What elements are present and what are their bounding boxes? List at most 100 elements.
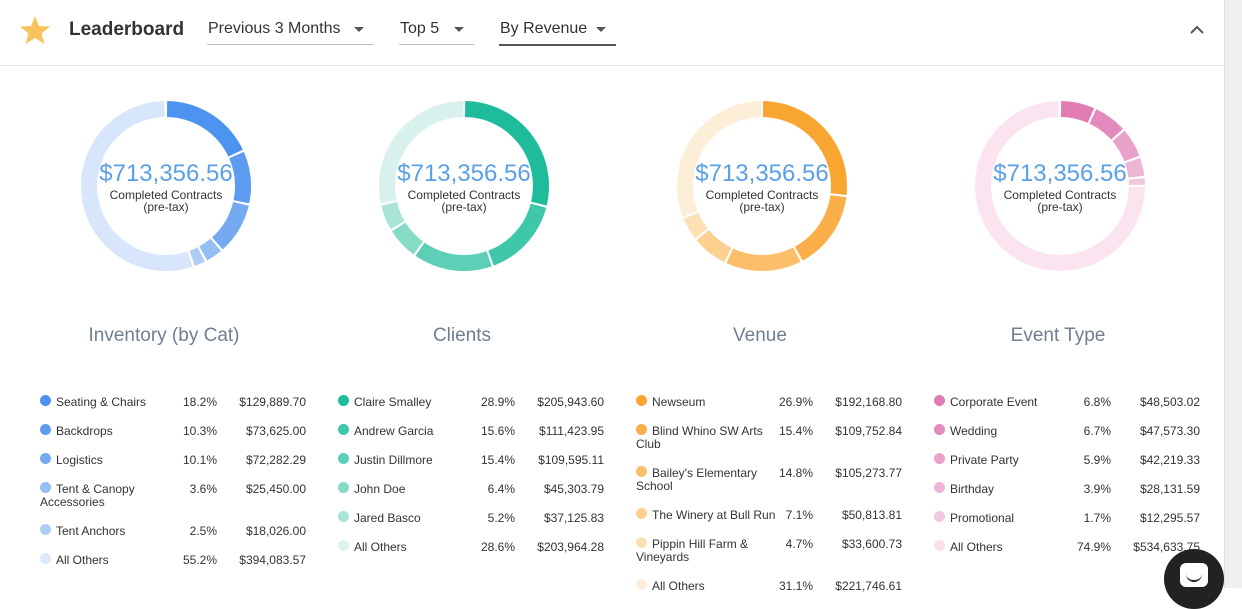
legend-percent: 26.9% — [778, 395, 813, 409]
legend-row[interactable]: Promotional 1.7% $12,295.57 — [934, 511, 1206, 527]
donut-center-label: Completed Contracts (pre-tax) — [974, 189, 1146, 213]
donut-center-label: Completed Contracts (pre-tax) — [676, 189, 848, 213]
legend-percent: 15.4% — [480, 453, 515, 467]
legend-row[interactable]: The Winery at Bull Run 7.1% $50,813.81 — [636, 508, 908, 524]
legend-color-dot — [636, 466, 647, 477]
legend-name: Blind Whino SW Arts Club — [636, 424, 763, 451]
donut-slice[interactable] — [199, 238, 221, 261]
legend-percent: 28.9% — [480, 395, 515, 409]
window-scrollbar[interactable] — [1224, 0, 1242, 588]
legend-percent: 14.8% — [778, 466, 813, 480]
donut-slice[interactable] — [464, 101, 549, 206]
donut-center-label: Completed Contracts (pre-tax) — [80, 189, 252, 213]
legend-row[interactable]: Tent & Canopy Accessories 3.6% $25,450.00 — [40, 482, 312, 510]
sort-by-dropdown[interactable]: By Revenue — [499, 18, 616, 46]
legend-row[interactable]: Jared Basco 5.2% $37,125.83 — [338, 511, 610, 527]
legend-color-dot — [934, 482, 945, 493]
legend-percent: 18.2% — [182, 395, 217, 409]
donut-slice[interactable] — [762, 101, 847, 195]
donut-slice[interactable] — [1128, 178, 1145, 186]
legend-name: Andrew Garcia — [354, 424, 434, 438]
legend-row[interactable]: Tent Anchors 2.5% $18,026.00 — [40, 524, 312, 540]
donut-center-label-line: Completed Contracts — [1003, 188, 1117, 202]
legend-row[interactable]: Bailey's Elementary School 14.8% $105,273.… — [636, 466, 908, 494]
legend-row[interactable]: Corporate Event 6.8% $48,503.02 — [934, 395, 1206, 411]
donut-slice[interactable] — [81, 101, 193, 271]
legend-name: Newseum — [652, 395, 706, 409]
donut-center-value: $713,356.56 — [99, 160, 233, 187]
legend-amount: $48,503.02 — [1139, 395, 1200, 409]
legend-color-dot — [40, 553, 51, 564]
top-count-dropdown[interactable]: Top 5 — [399, 18, 474, 45]
legend-row[interactable]: All Others 55.2% $394,083.57 — [40, 553, 312, 569]
legend-row[interactable]: Birthday 3.9% $28,131.59 — [934, 482, 1206, 498]
legend-amount: $192,168.80 — [835, 395, 902, 409]
donut-slice[interactable] — [379, 101, 464, 204]
legend-row[interactable]: Backdrops 10.3% $73,625.00 — [40, 424, 312, 440]
legend-row[interactable]: Justin Dillmore 15.4% $109,595.11 — [338, 453, 610, 469]
donut-slice[interactable] — [212, 201, 249, 250]
legend-amount: $105,273.77 — [835, 466, 902, 480]
donut-slice[interactable] — [683, 212, 708, 239]
chevron-down-icon — [596, 27, 606, 32]
legend-color-dot — [338, 511, 349, 522]
legend-color-dot — [934, 511, 945, 522]
legend-row[interactable]: Wedding 6.7% $47,573.30 — [934, 424, 1206, 440]
legend-percent: 6.8% — [1083, 395, 1111, 409]
donut-slice[interactable] — [415, 242, 492, 271]
legend-row[interactable]: All Others 28.6% $203,964.28 — [338, 540, 610, 556]
column-title: Event Type — [1010, 325, 1106, 346]
donut-slice[interactable] — [1089, 109, 1123, 140]
legend-name: Pippin Hill Farm & Vineyards — [636, 537, 749, 564]
legend-row[interactable]: Newseum 26.9% $192,168.80 — [636, 395, 908, 411]
donut-slice[interactable] — [696, 230, 732, 263]
legend-row[interactable]: Private Party 5.9% $42,219.33 — [934, 453, 1206, 469]
legend-color-dot — [636, 424, 647, 435]
legend-row[interactable]: Claire Smalley 28.9% $205,943.60 — [338, 395, 610, 411]
legend-amount: $37,125.83 — [543, 511, 604, 525]
legend-row[interactable]: Seating & Chairs 18.2% $129,889.70 — [40, 395, 312, 411]
donut-slice[interactable] — [488, 203, 547, 266]
legend-row[interactable]: Logistics 10.1% $72,282.29 — [40, 453, 312, 469]
sort-by-dropdown-label: By Revenue — [500, 20, 588, 37]
donut-slice[interactable] — [1112, 130, 1140, 162]
legend-color-dot — [40, 482, 51, 493]
donut-slice[interactable] — [1125, 157, 1145, 178]
donut-slice[interactable] — [166, 101, 243, 157]
legend-percent: 5.9% — [1083, 453, 1111, 467]
donut-slice[interactable] — [229, 151, 252, 204]
donut-slice[interactable] — [189, 247, 205, 266]
legend-name: Claire Smalley — [354, 395, 432, 409]
donut-center-label: Completed Contracts (pre-tax) — [378, 189, 550, 213]
legend-name: All Others — [56, 553, 109, 567]
donut-slice[interactable] — [726, 247, 801, 271]
legend-percent: 1.7% — [1083, 511, 1111, 525]
legend-row[interactable]: All Others 31.1% $221,746.61 — [636, 579, 908, 595]
donut-slice[interactable] — [677, 101, 762, 217]
period-dropdown[interactable]: Previous 3 Months — [207, 18, 374, 45]
legend-amount: $28,131.59 — [1139, 482, 1200, 496]
legend-name: Justin Dillmore — [354, 453, 433, 467]
legend-row[interactable]: Andrew Garcia 15.6% $111,423.95 — [338, 424, 610, 440]
chat-launcher-button[interactable] — [1164, 549, 1224, 609]
legend-row[interactable]: All Others 74.9% $534,633.75 — [934, 540, 1206, 556]
legend-row[interactable]: Blind Whino SW Arts Club 15.4% $109,752.84 — [636, 424, 908, 452]
legend-row[interactable]: John Doe 6.4% $45,303.79 — [338, 482, 610, 498]
legend-name: Corporate Event — [950, 395, 1038, 409]
leaderboard-header: Leaderboard Previous 3 Months Top 5 By R… — [0, 0, 1224, 66]
donut-slice[interactable] — [392, 222, 424, 255]
legend-percent: 15.4% — [778, 424, 813, 438]
legend-amount: $73,625.00 — [245, 424, 306, 438]
chevron-up-icon[interactable] — [1186, 20, 1208, 40]
donut-slice[interactable] — [794, 195, 847, 261]
legend-name: Logistics — [56, 453, 103, 467]
chevron-down-icon — [354, 27, 364, 32]
legend-percent: 74.9% — [1076, 540, 1111, 554]
legend-percent: 6.4% — [487, 482, 515, 496]
donut-slice[interactable] — [381, 201, 405, 230]
legend-percent: 31.1% — [778, 579, 813, 593]
donut-slice[interactable] — [1060, 101, 1095, 123]
legend-row[interactable]: Pippin Hill Farm & Vineyards 4.7% $33,600.… — [636, 537, 908, 565]
legend-name: Tent & Canopy Accessories — [40, 482, 135, 509]
